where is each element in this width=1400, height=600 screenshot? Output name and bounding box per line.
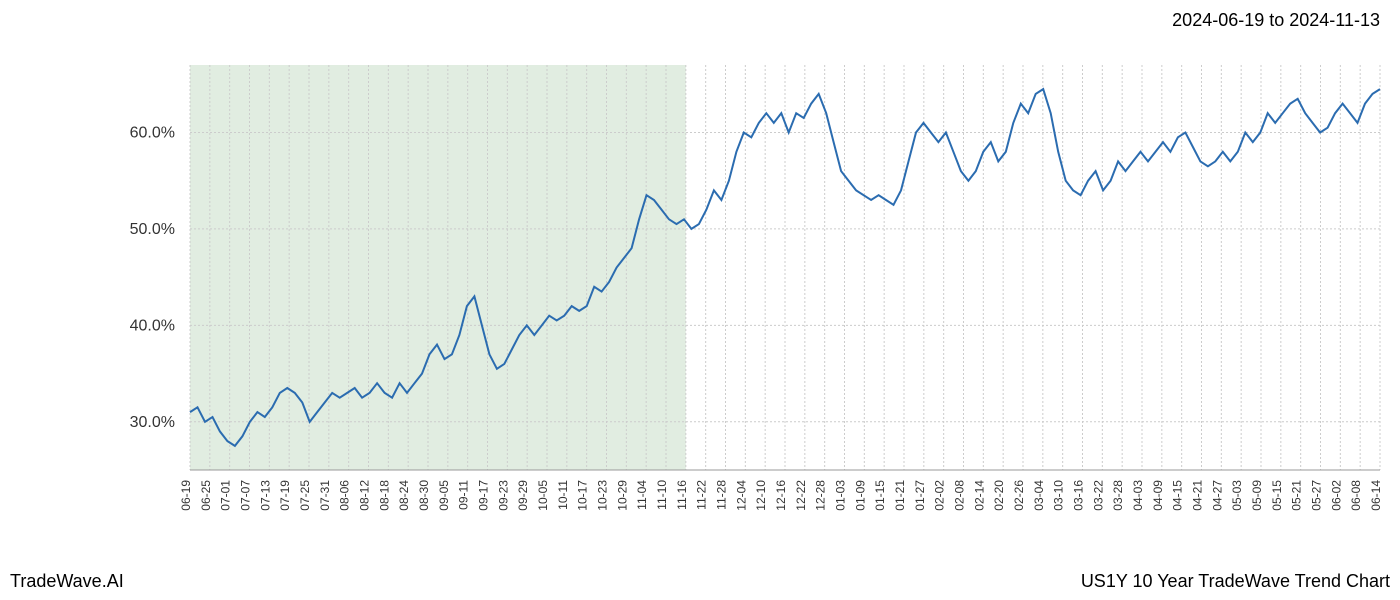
svg-text:60.0%: 60.0% (130, 125, 175, 142)
svg-text:07-01: 07-01 (219, 480, 233, 511)
svg-text:02-20: 02-20 (992, 480, 1006, 511)
svg-text:10-23: 10-23 (596, 480, 610, 511)
svg-text:40.0%: 40.0% (130, 317, 175, 334)
svg-text:04-03: 04-03 (1131, 480, 1145, 511)
svg-text:05-27: 05-27 (1310, 480, 1324, 511)
svg-text:02-08: 02-08 (953, 480, 967, 511)
svg-text:12-10: 12-10 (754, 480, 768, 511)
svg-text:12-04: 12-04 (734, 480, 748, 511)
svg-text:01-09: 01-09 (853, 480, 867, 511)
chart-title: US1Y 10 Year TradeWave Trend Chart (1081, 571, 1390, 592)
svg-text:04-15: 04-15 (1171, 480, 1185, 511)
svg-text:02-26: 02-26 (1012, 480, 1026, 511)
svg-text:06-14: 06-14 (1369, 480, 1383, 511)
svg-text:08-24: 08-24 (397, 480, 411, 511)
svg-text:07-19: 07-19 (278, 480, 292, 511)
svg-text:09-11: 09-11 (457, 480, 471, 510)
svg-text:50.0%: 50.0% (130, 221, 175, 238)
svg-text:10-05: 10-05 (536, 480, 550, 511)
svg-text:09-23: 09-23 (496, 480, 510, 511)
svg-text:03-16: 03-16 (1072, 480, 1086, 511)
date-range-label: 2024-06-19 to 2024-11-13 (1172, 10, 1380, 31)
svg-text:12-28: 12-28 (814, 480, 828, 511)
svg-text:05-03: 05-03 (1230, 480, 1244, 511)
svg-text:10-17: 10-17 (576, 480, 590, 511)
svg-text:04-27: 04-27 (1210, 480, 1224, 511)
brand-label: TradeWave.AI (10, 571, 124, 592)
svg-text:08-06: 08-06 (338, 480, 352, 511)
svg-text:30.0%: 30.0% (130, 414, 175, 431)
svg-text:06-08: 06-08 (1349, 480, 1363, 511)
svg-text:09-17: 09-17 (477, 480, 491, 511)
svg-text:07-13: 07-13 (258, 480, 272, 511)
svg-text:01-03: 01-03 (834, 480, 848, 511)
svg-text:01-15: 01-15 (873, 480, 887, 511)
svg-text:01-21: 01-21 (893, 480, 907, 511)
chart-container: 30.0% 40.0% 50.0% 60.0% 06-19 06-25 07-01 07-07… (0, 50, 1400, 560)
svg-text:10-11: 10-11 (556, 480, 570, 510)
svg-text:08-12: 08-12 (358, 480, 372, 511)
svg-text:07-25: 07-25 (298, 480, 312, 511)
svg-text:03-10: 03-10 (1052, 480, 1066, 511)
svg-text:11-10: 11-10 (655, 480, 669, 510)
svg-text:09-05: 09-05 (437, 480, 451, 511)
svg-text:03-28: 03-28 (1111, 480, 1125, 511)
svg-text:04-09: 04-09 (1151, 480, 1165, 511)
svg-text:12-16: 12-16 (774, 480, 788, 511)
svg-text:11-16: 11-16 (675, 480, 689, 510)
svg-text:10-29: 10-29 (615, 480, 629, 511)
svg-text:07-07: 07-07 (239, 480, 253, 511)
svg-text:11-22: 11-22 (695, 480, 709, 510)
svg-text:08-30: 08-30 (417, 480, 431, 511)
svg-text:07-31: 07-31 (318, 480, 332, 511)
svg-text:12-22: 12-22 (794, 480, 808, 511)
svg-text:09-29: 09-29 (516, 480, 530, 511)
svg-text:03-04: 03-04 (1032, 480, 1046, 511)
trend-chart: 30.0% 40.0% 50.0% 60.0% 06-19 06-25 07-01 07-07… (0, 50, 1400, 560)
svg-text:01-27: 01-27 (913, 480, 927, 511)
svg-text:06-25: 06-25 (199, 480, 213, 511)
svg-text:11-04: 11-04 (635, 480, 649, 510)
svg-text:11-28: 11-28 (715, 480, 729, 510)
svg-text:03-22: 03-22 (1091, 480, 1105, 511)
svg-text:05-21: 05-21 (1290, 480, 1304, 511)
svg-text:05-09: 05-09 (1250, 480, 1264, 511)
svg-text:06-02: 06-02 (1329, 480, 1343, 511)
svg-text:04-21: 04-21 (1191, 480, 1205, 511)
svg-text:02-14: 02-14 (972, 480, 986, 511)
svg-text:05-15: 05-15 (1270, 480, 1284, 511)
svg-text:06-19: 06-19 (179, 480, 193, 511)
svg-text:02-02: 02-02 (933, 480, 947, 511)
svg-text:08-18: 08-18 (377, 480, 391, 511)
